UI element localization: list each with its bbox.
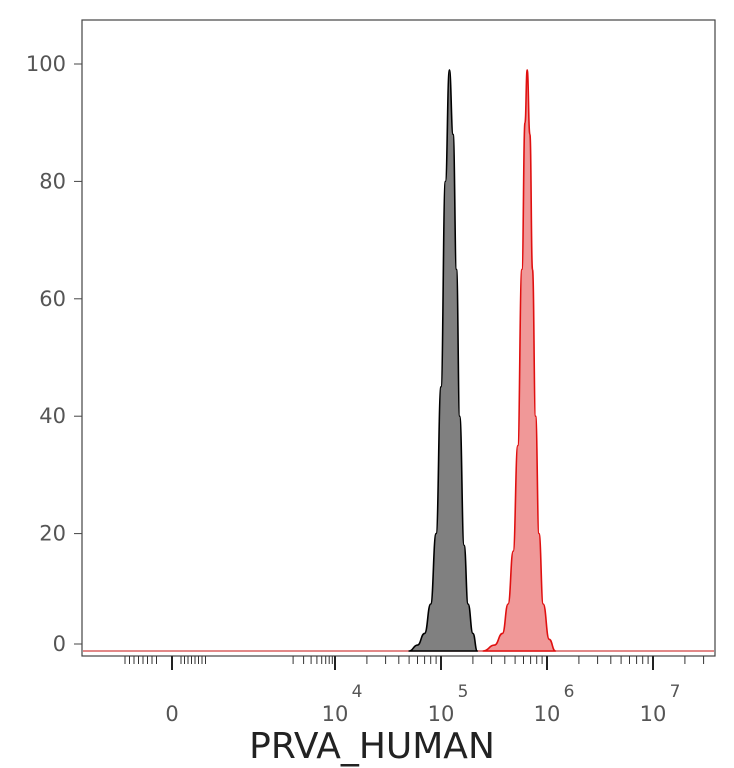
y-tick-label: 80	[39, 169, 66, 193]
x-tick-label: 10	[428, 702, 455, 726]
x-axis-label: PRVA_HUMAN	[249, 726, 495, 767]
x-tick-label: 10	[322, 702, 349, 726]
x-tick-exponent: 4	[352, 682, 363, 702]
y-tick-label: 60	[39, 287, 66, 311]
x-tick-label: 10	[640, 702, 667, 726]
x-tick-exponent: 7	[670, 682, 681, 702]
series-2-area	[482, 69, 557, 652]
x-tick-exponent: 5	[458, 682, 469, 702]
series-1-area	[408, 69, 479, 652]
y-axis: 0 20 40 60 80 100	[26, 52, 82, 656]
y-tick-label: 100	[26, 52, 66, 76]
x-tick-label: 10	[534, 702, 561, 726]
series-layer	[83, 69, 714, 652]
x-tick-exponent: 6	[564, 682, 575, 702]
y-tick-label: 20	[39, 522, 66, 546]
plot-frame	[81, 19, 716, 657]
x-tick-label: 0	[165, 702, 178, 726]
y-tick-label: 40	[39, 404, 66, 428]
y-tick-label: 0	[53, 632, 66, 656]
